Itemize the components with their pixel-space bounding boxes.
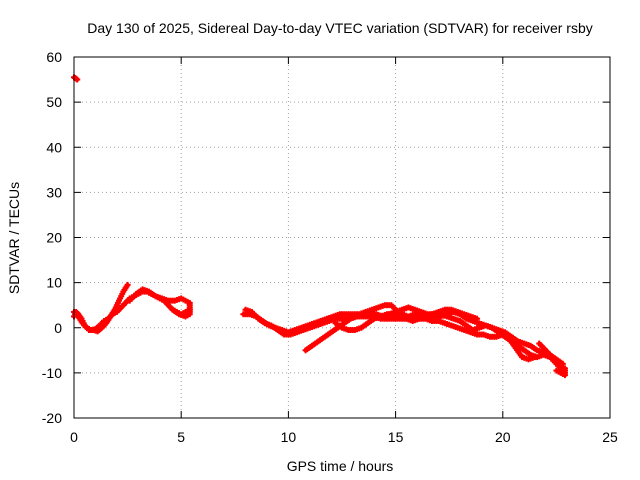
x-tick-labels: 0 5 10 15 20 25 [70, 429, 618, 445]
y-axis-title: SDTVAR / TECUs [6, 182, 22, 294]
y-tick-label: 10 [46, 275, 62, 291]
x-axis-title: GPS time / hours [287, 458, 394, 474]
y-tick-labels: -20 -10 0 10 20 30 40 50 60 [42, 49, 62, 426]
x-tick-label: 5 [177, 429, 185, 445]
data-points [71, 74, 568, 379]
plot-frame [73, 56, 611, 419]
series-late-segment [536, 340, 568, 379]
y-tick-label: 50 [46, 94, 62, 110]
y-tick-label: 30 [46, 184, 62, 200]
x-tick-label: 15 [388, 429, 404, 445]
x-tick-label: 20 [495, 429, 511, 445]
y-tick-label: 20 [46, 230, 62, 246]
chart-title: Day 130 of 2025, Sidereal Day-to-day VTE… [87, 20, 593, 36]
series-early-segment-c [126, 286, 193, 320]
y-tick-label: -10 [42, 365, 62, 381]
x-tick-label: 0 [70, 429, 78, 445]
series-main-segment-d [332, 306, 481, 334]
x-tick-label: 25 [602, 429, 618, 445]
y-tick-label: 60 [46, 49, 62, 65]
x-tick-label: 10 [281, 429, 297, 445]
y-tick-label: 40 [46, 139, 62, 155]
y-tick-label: -20 [42, 410, 62, 426]
y-tick-label: 0 [54, 320, 62, 336]
